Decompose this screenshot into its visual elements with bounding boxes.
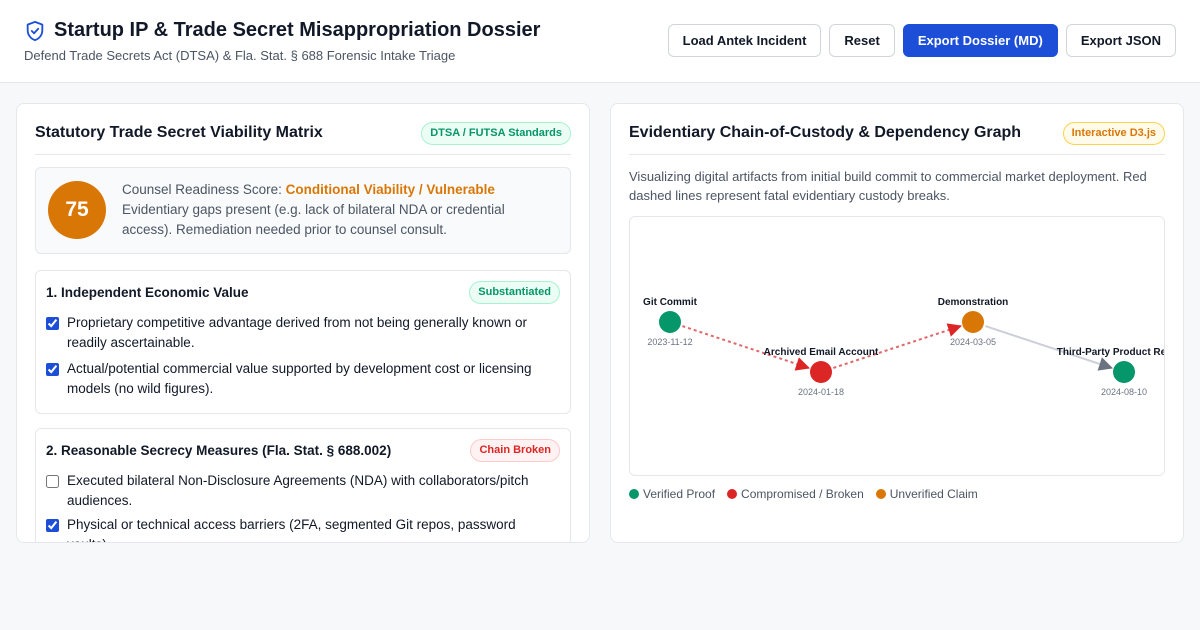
criterion-row[interactable]: Proprietary competitive advantage derive… bbox=[46, 313, 560, 353]
custody-graph-canvas[interactable]: Git Commit 2023-11-12 Archived Email Accou… bbox=[629, 216, 1165, 476]
chain-broken-badge: Chain Broken bbox=[470, 439, 560, 462]
economic-value-section: 1. Independent Economic Value Substantia… bbox=[35, 270, 571, 414]
criterion-checkbox[interactable] bbox=[46, 363, 59, 376]
standards-badge: DTSA / FUTSA Standards bbox=[421, 122, 571, 145]
matrix-title: Statutory Trade Secret Viability Matrix bbox=[35, 124, 323, 141]
graph-title: Evidentiary Chain-of-Custody & Dependenc… bbox=[629, 124, 1022, 141]
artifact-node[interactable]: Demonstration 2024-03-05 bbox=[938, 297, 1009, 347]
section-title: 1. Independent Economic Value bbox=[46, 285, 249, 300]
custody-edge bbox=[985, 325, 1113, 371]
shield-check-icon bbox=[26, 20, 44, 42]
custody-graph-svg: Git Commit 2023-11-12 Archived Email Accou… bbox=[643, 297, 1165, 397]
node-circle[interactable] bbox=[810, 361, 832, 383]
export-dossier-md-button[interactable]: Export Dossier (MD) bbox=[902, 24, 1058, 57]
d3-badge: Interactive D3.js bbox=[1062, 122, 1165, 145]
substantiated-badge: Substantiated bbox=[469, 281, 560, 304]
node-date: 2024-08-10 bbox=[1101, 387, 1147, 397]
artifact-node[interactable]: Third-Party Product Release 2024-08-10 bbox=[1057, 347, 1165, 397]
header-actions: Load Antek Incident Reset Export Dossier… bbox=[667, 24, 1176, 57]
score-text: Counsel Readiness Score: Conditional Via… bbox=[122, 180, 552, 240]
score-label: Counsel Readiness Score: bbox=[122, 182, 282, 197]
broken-dot bbox=[727, 489, 738, 499]
node-label: Git Commit bbox=[643, 297, 698, 308]
legend-label: Verified Proof bbox=[643, 487, 716, 501]
custody-edge bbox=[682, 325, 810, 371]
verified-dot bbox=[629, 489, 639, 499]
node-label: Archived Email Account bbox=[764, 347, 879, 358]
criterion-row[interactable]: Physical or technical access barriers (2… bbox=[46, 515, 560, 542]
viability-matrix-panel: Statutory Trade Secret Viability Matrix … bbox=[16, 103, 590, 543]
legend-label: Unverified Claim bbox=[889, 487, 978, 501]
app-title: Startup IP & Trade Secret Misappropriati… bbox=[54, 19, 541, 41]
legend-label: Compromised / Broken bbox=[741, 487, 864, 501]
criterion-label: Physical or technical access barriers (2… bbox=[67, 517, 516, 542]
criterion-label: Actual/potential commercial value suppor… bbox=[67, 361, 532, 396]
readiness-score-box: 75 Counsel Readiness Score: Conditional … bbox=[35, 167, 571, 254]
criterion-checkbox[interactable] bbox=[46, 519, 59, 532]
criterion-label: Executed bilateral Non-Disclosure Agreem… bbox=[67, 473, 529, 508]
node-date: 2023-11-12 bbox=[647, 337, 692, 347]
criterion-checkbox[interactable] bbox=[46, 475, 59, 488]
custody-graph-panel: Evidentiary Chain-of-Custody & Dependenc… bbox=[610, 103, 1184, 543]
node-date: 2024-03-05 bbox=[950, 337, 996, 347]
node-circle[interactable] bbox=[962, 311, 984, 333]
legend-item: Compromised / Broken bbox=[727, 487, 864, 501]
custody-edge bbox=[833, 323, 962, 369]
score-status: Conditional Viability / Vulnerable bbox=[285, 182, 495, 197]
reset-button[interactable]: Reset bbox=[829, 24, 895, 57]
criterion-label: Proprietary competitive advantage derive… bbox=[67, 315, 528, 350]
criterion-checkbox[interactable] bbox=[46, 317, 59, 330]
node-label: Third-Party Product Release bbox=[1057, 347, 1165, 358]
load-incident-button[interactable]: Load Antek Incident bbox=[667, 24, 822, 57]
divider bbox=[629, 154, 1165, 155]
criterion-row[interactable]: Actual/potential commercial value suppor… bbox=[46, 359, 560, 399]
app-subtitle: Defend Trade Secrets Act (DTSA) & Fla. S… bbox=[24, 48, 456, 63]
score-description: Evidentiary gaps present (e.g. lack of b… bbox=[122, 202, 505, 237]
artifact-node[interactable]: Archived Email Account 2024-01-18 bbox=[764, 347, 879, 397]
score-circle: 75 bbox=[48, 181, 106, 239]
node-circle[interactable] bbox=[1113, 361, 1135, 383]
divider bbox=[35, 154, 571, 155]
criterion-row[interactable]: Executed bilateral Non-Disclosure Agreem… bbox=[46, 471, 560, 511]
graph-description: Visualizing digital artifacts from initi… bbox=[629, 169, 1147, 203]
secrecy-measures-section: 2. Reasonable Secrecy Measures (Fla. Sta… bbox=[35, 428, 571, 542]
legend-item: Unverified Claim bbox=[875, 487, 978, 501]
graph-legend: Verified Proof Compromised / Broken Unve… bbox=[629, 487, 978, 501]
unverified-dot bbox=[875, 489, 886, 499]
node-circle[interactable] bbox=[659, 311, 681, 333]
section-title: 2. Reasonable Secrecy Measures (Fla. Sta… bbox=[46, 443, 392, 458]
export-json-button[interactable]: Export JSON bbox=[1065, 24, 1176, 57]
top-bar: Startup IP & Trade Secret Misappropriati… bbox=[0, 0, 1200, 83]
node-date: 2024-01-18 bbox=[798, 387, 844, 397]
artifact-node[interactable]: Git Commit 2023-11-12 bbox=[643, 297, 698, 347]
node-label: Demonstration bbox=[938, 297, 1009, 308]
legend-item: Verified Proof bbox=[629, 487, 715, 501]
